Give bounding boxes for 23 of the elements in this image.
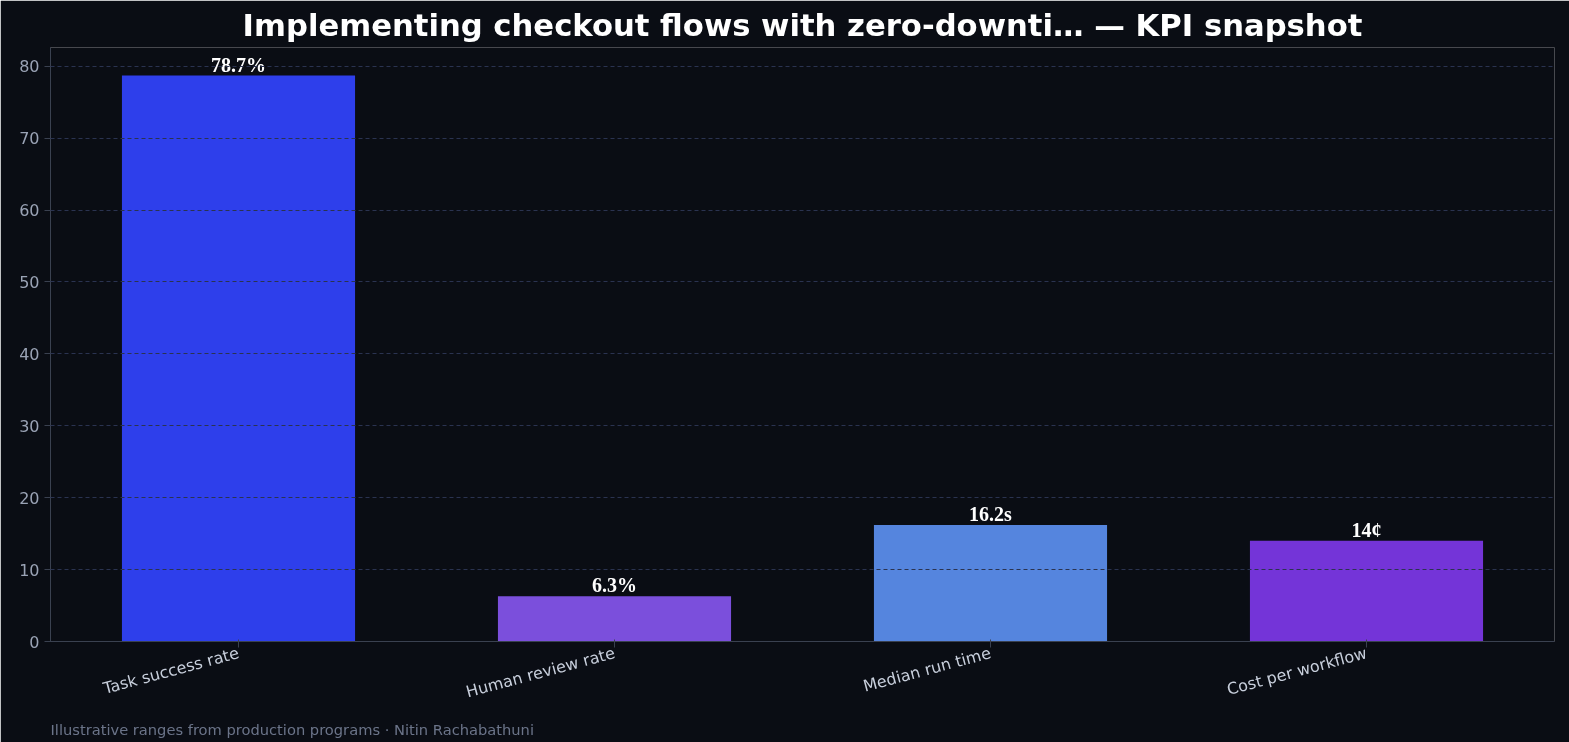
x-tick-label: Median run time (861, 643, 993, 696)
chart-title: Implementing checkout flows with zero-downti… — KPI snapshot (242, 7, 1363, 43)
y-tick-label: 80 (19, 57, 40, 77)
x-tick-label: Task success rate (100, 643, 241, 699)
data-label: 16.2s (969, 503, 1013, 525)
y-tick-label: 0 (29, 632, 40, 652)
bar (873, 525, 1108, 642)
bar (121, 75, 356, 642)
y-tick-label: 60 (19, 201, 40, 221)
y-tick-label: 70 (19, 129, 40, 149)
x-tick-label: Cost per workflow (1224, 643, 1369, 699)
bar (497, 596, 732, 642)
y-tick-label: 50 (19, 272, 40, 292)
y-tick-label: 40 (19, 344, 40, 364)
data-label: 14¢ (1351, 518, 1382, 541)
y-tick-label: 20 (19, 488, 40, 508)
y-tick-label: 10 (19, 560, 40, 580)
bar (1249, 540, 1484, 642)
data-label: 78.7% (211, 53, 266, 76)
x-tick-label: Human review rate (463, 643, 617, 702)
data-label: 6.3% (592, 574, 637, 597)
y-tick-label: 30 (19, 416, 40, 436)
text: Illustrative ranges from production programs · Nitin Rachabathuni (50, 720, 534, 738)
